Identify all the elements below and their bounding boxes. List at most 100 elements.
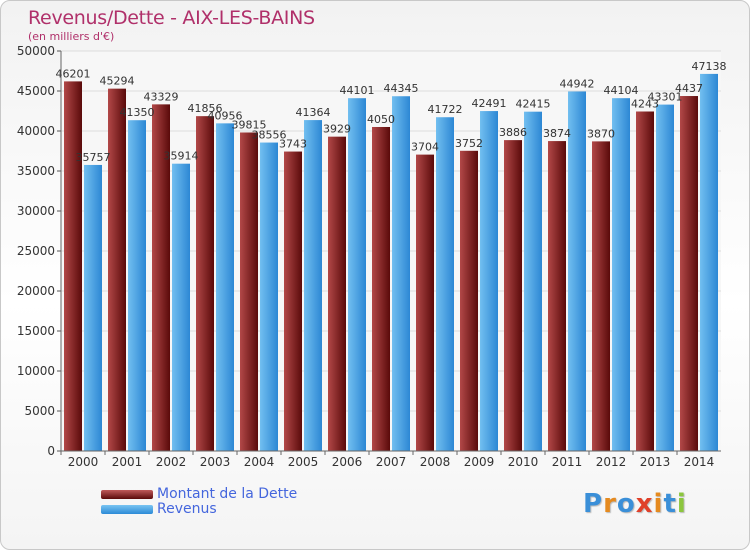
bar-layer	[64, 73, 718, 452]
x-tick-label: 2003	[200, 455, 231, 469]
x-tick-label: 2011	[552, 455, 583, 469]
x-tick-label: 2007	[376, 455, 407, 469]
y-tick-label: 40000	[17, 124, 55, 138]
data-label-revenus: 44104	[604, 84, 639, 97]
y-tick-label: 20000	[17, 284, 55, 298]
bar-revenus	[172, 163, 190, 452]
bar-revenus	[612, 98, 630, 451]
bar-dette	[152, 104, 170, 452]
data-label-dette: 4243	[631, 97, 659, 110]
bar-revenus	[700, 73, 718, 451]
data-label-dette: 46201	[56, 67, 91, 80]
bar-dette	[64, 81, 82, 451]
x-tick-label: 2014	[684, 455, 715, 469]
x-tick-label: 2005	[288, 455, 319, 469]
bar-dette	[240, 132, 258, 452]
data-label-dette: 3870	[587, 127, 615, 140]
bar-revenus	[480, 111, 498, 452]
legend-swatch-dette	[101, 489, 153, 499]
data-label-dette: 3886	[499, 126, 527, 139]
y-tick-label: 0	[47, 444, 55, 458]
data-label-revenus: 47138	[692, 60, 727, 73]
grid-layer	[61, 50, 721, 452]
x-tick-label: 2008	[420, 455, 451, 469]
logo-letter: P	[583, 489, 604, 519]
data-label-dette: 4437	[675, 82, 703, 95]
bar-dette	[416, 154, 434, 451]
data-label-revenus: 38556	[252, 129, 287, 142]
legend-item-dette: Montant de la Dette	[101, 487, 297, 502]
bar-dette	[328, 136, 346, 451]
data-label-revenus: 41364	[296, 106, 331, 119]
y-tick-label: 5000	[24, 404, 55, 418]
x-tick-label: 2012	[596, 455, 627, 469]
legend-item-revenus: Revenus	[101, 502, 297, 517]
legend: Montant de la Dette Revenus	[101, 487, 297, 517]
data-label-revenus: 43301	[648, 91, 683, 104]
bar-revenus	[436, 117, 454, 451]
bar-revenus	[84, 164, 102, 451]
logo-letter: i	[676, 489, 687, 519]
data-label-revenus: 42415	[516, 98, 551, 111]
bar-revenus	[216, 123, 234, 452]
bar-dette	[548, 141, 566, 451]
bar-revenus	[568, 91, 586, 452]
y-tick-label: 25000	[17, 244, 55, 258]
x-tick-label: 2010	[508, 455, 539, 469]
data-label-dette: 45294	[100, 75, 135, 88]
x-tick-label: 2001	[112, 455, 143, 469]
data-label-revenus: 40956	[208, 109, 243, 122]
data-label-revenus: 42491	[472, 97, 507, 110]
label-layer: 46201 35757 45294 41350 43329 35914 4185640956…	[56, 60, 727, 164]
data-label-dette: 4050	[367, 113, 395, 126]
x-tick-label: 2009	[464, 455, 495, 469]
logo-letter: i	[653, 489, 664, 519]
legend-swatch-revenus	[101, 504, 153, 514]
bar-dette	[108, 88, 126, 451]
logo-letter: o	[616, 489, 636, 519]
data-label-revenus: 35914	[164, 150, 199, 163]
data-label-revenus: 41350	[120, 106, 155, 119]
bar-revenus	[128, 120, 146, 451]
bar-revenus	[656, 104, 674, 451]
data-label-dette: 3929	[323, 123, 351, 136]
x-tick-label: 2002	[156, 455, 187, 469]
y-tick-label: 30000	[17, 204, 55, 218]
axis-layer: 0 5000 10000 15000 20000 25000 30000 35000 40000…	[17, 44, 721, 469]
data-label-dette: 43329	[144, 90, 179, 103]
bar-dette	[196, 116, 214, 451]
logo-letter: x	[635, 489, 654, 519]
bar-revenus	[524, 111, 542, 452]
y-tick-label: 15000	[17, 324, 55, 338]
data-label-dette: 3743	[279, 138, 307, 151]
bar-dette	[636, 111, 654, 451]
bar-revenus	[260, 142, 278, 451]
x-tick-label: 2004	[244, 455, 275, 469]
data-label-dette: 41856	[188, 102, 223, 115]
y-tick-label: 35000	[17, 164, 55, 178]
legend-label-revenus: Revenus	[157, 501, 217, 517]
proxiti-logo: Proxiti	[583, 489, 687, 519]
y-tick-label: 10000	[17, 364, 55, 378]
data-label-revenus: 41722	[428, 103, 463, 116]
bar-revenus	[304, 120, 322, 451]
bar-dette	[372, 126, 390, 451]
x-tick-label: 2013	[640, 455, 671, 469]
bar-dette	[284, 151, 302, 451]
bar-dette	[460, 150, 478, 452]
data-label-dette: 3752	[455, 137, 483, 150]
bar-dette	[680, 96, 698, 452]
bar-revenus	[392, 96, 410, 452]
logo-letter: r	[603, 489, 617, 519]
data-label-revenus: 44101	[340, 84, 375, 97]
bar-dette	[592, 141, 610, 451]
data-label-revenus: 44345	[384, 82, 419, 95]
bar-revenus	[348, 98, 366, 451]
bar-dette	[504, 140, 522, 451]
logo-letter: t	[663, 489, 677, 519]
data-label-revenus: 44942	[560, 77, 595, 90]
chart-subtitle: (en milliers d'€)	[28, 30, 115, 43]
x-tick-label: 2000	[68, 455, 99, 469]
